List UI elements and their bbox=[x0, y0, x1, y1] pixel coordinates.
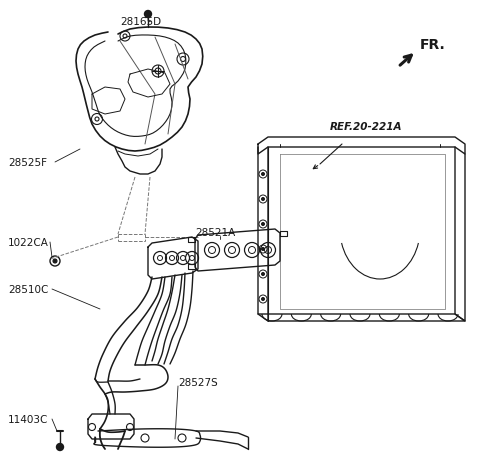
Text: 28525F: 28525F bbox=[8, 157, 47, 168]
Text: 28165D: 28165D bbox=[120, 17, 161, 27]
Circle shape bbox=[144, 11, 152, 18]
Circle shape bbox=[262, 223, 264, 226]
Text: 28527S: 28527S bbox=[178, 377, 218, 387]
Text: 28510C: 28510C bbox=[8, 285, 48, 294]
Text: FR.: FR. bbox=[420, 38, 446, 52]
Circle shape bbox=[262, 198, 264, 201]
Circle shape bbox=[262, 273, 264, 276]
Text: REF.20-221A: REF.20-221A bbox=[330, 122, 403, 132]
Text: 28521A: 28521A bbox=[195, 228, 235, 237]
Circle shape bbox=[262, 248, 264, 251]
Circle shape bbox=[262, 298, 264, 301]
Circle shape bbox=[53, 259, 57, 263]
Text: 1022CA: 1022CA bbox=[8, 237, 49, 247]
Circle shape bbox=[262, 173, 264, 176]
Text: 11403C: 11403C bbox=[8, 414, 48, 424]
Circle shape bbox=[57, 443, 63, 451]
